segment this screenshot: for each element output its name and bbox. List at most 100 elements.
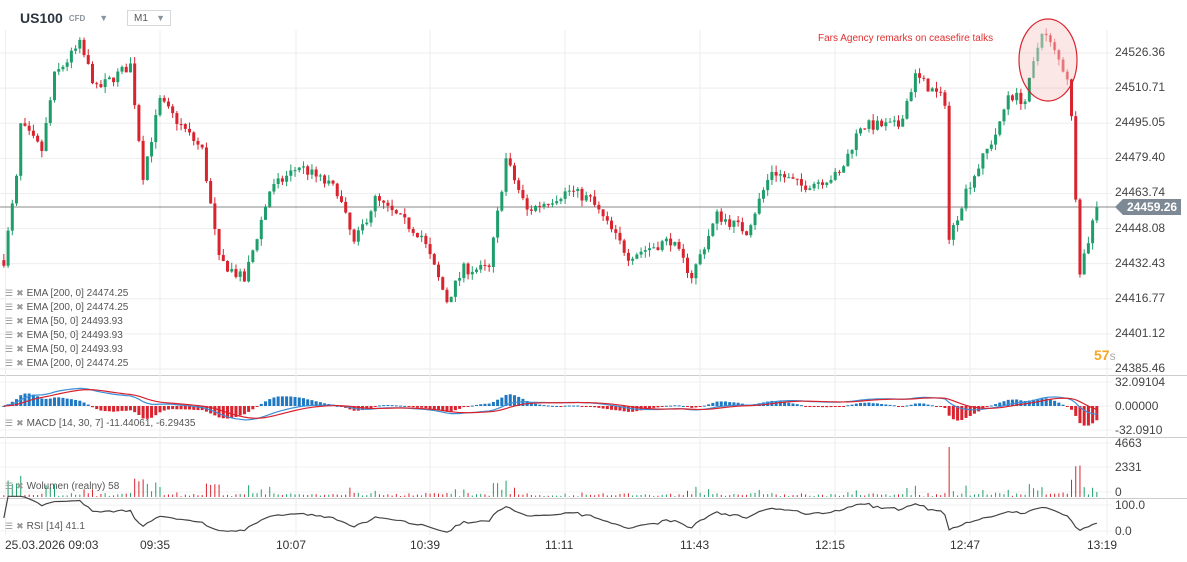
close-icon[interactable]: ✖ — [16, 344, 24, 354]
candle-body — [736, 220, 740, 223]
menu-icon[interactable]: ☰ — [5, 302, 14, 312]
candle-body — [1015, 92, 1019, 101]
macd-histogram-bar — [27, 393, 31, 406]
close-icon[interactable]: ✖ — [16, 302, 24, 312]
menu-icon[interactable]: ☰ — [5, 330, 14, 340]
menu-icon[interactable]: ☰ — [5, 288, 14, 298]
indicator-ema[interactable]: ☰ ✖ EMA [200, 0] 24474.25 — [5, 288, 128, 299]
macd-histogram-bar — [534, 403, 538, 406]
time-axis-label: 10:07 — [276, 538, 307, 552]
menu-icon[interactable]: ☰ — [5, 521, 14, 531]
candle-body — [204, 147, 208, 182]
indicator-macd[interactable]: ☰ ✖ MACD [14, 30, 7] -11.44061, -6.29435 — [5, 418, 195, 429]
macd-histogram-bar — [504, 394, 508, 406]
candle-body — [230, 269, 234, 272]
candle-body — [918, 73, 922, 78]
close-icon[interactable]: ✖ — [16, 330, 24, 340]
candle-body — [327, 180, 331, 184]
macd-histogram-bar — [918, 403, 922, 406]
candle-body — [234, 269, 238, 277]
macd-histogram-bar — [939, 406, 943, 407]
macd-histogram-bar — [1091, 406, 1095, 424]
candle-body — [128, 63, 132, 73]
macd-histogram-bar — [69, 399, 73, 406]
macd-histogram-bar — [1057, 402, 1061, 406]
close-icon[interactable]: ✖ — [16, 358, 24, 368]
indicator-rsi[interactable]: ☰ ✖ RSI [14] 41.1 — [5, 521, 85, 532]
macd-histogram-bar — [399, 405, 403, 407]
candle-body — [496, 210, 500, 238]
macd-histogram-bar — [968, 406, 972, 417]
indicator-ema[interactable]: ☰ ✖ EMA [200, 0] 24474.25 — [5, 302, 128, 313]
candle-body — [867, 120, 871, 129]
macd-histogram-bar — [61, 397, 65, 406]
indicator-ema[interactable]: ☰ ✖ EMA [50, 0] 24493.93 — [5, 316, 123, 327]
candle-body — [842, 166, 846, 173]
menu-icon[interactable]: ☰ — [5, 316, 14, 326]
candle-body — [656, 247, 660, 250]
chart-annotation: Fars Agency remarks on ceasefire talks — [818, 33, 994, 44]
candle-body — [951, 225, 955, 240]
indicator-volume[interactable]: ☰ ✖ Wolumen (realny) 58 — [5, 481, 119, 492]
close-icon[interactable]: ✖ — [16, 316, 24, 326]
candle-body — [1086, 243, 1090, 254]
macd-histogram-bar — [217, 406, 221, 418]
close-icon[interactable]: ✖ — [16, 521, 24, 531]
macd-histogram-bar — [909, 404, 913, 406]
candle-body — [1006, 95, 1010, 110]
candle-body — [614, 229, 618, 233]
candle-body — [1002, 109, 1006, 122]
macd-histogram-bar — [280, 396, 284, 406]
menu-icon[interactable]: ☰ — [5, 358, 14, 368]
candle-body — [107, 77, 111, 80]
candle-body — [892, 120, 896, 122]
macd-histogram-bar — [74, 400, 78, 406]
close-icon[interactable]: ✖ — [16, 418, 24, 428]
menu-icon[interactable]: ☰ — [5, 344, 14, 354]
macd-histogram-bar — [964, 406, 968, 418]
macd-histogram-bar — [901, 406, 905, 407]
candle-body — [445, 289, 449, 303]
candle-body — [78, 39, 82, 49]
timeframe-select[interactable]: M1 ▼ — [127, 10, 171, 26]
close-icon[interactable]: ✖ — [16, 288, 24, 298]
macd-histogram-bar — [854, 403, 858, 406]
macd-histogram-bar — [255, 406, 259, 407]
macd-histogram-bar — [103, 406, 107, 412]
macd-histogram-bar — [437, 406, 441, 411]
candle-body — [791, 177, 795, 179]
instrument-type: CFD — [68, 13, 86, 23]
price-axis-label: 24526.36 — [1115, 45, 1166, 59]
menu-icon[interactable]: ☰ — [5, 418, 14, 428]
macd-histogram-bar — [892, 405, 896, 407]
macd-signal-line — [3, 388, 1098, 419]
menu-icon[interactable]: ☰ — [5, 481, 14, 491]
time-axis-label: 10:39 — [410, 538, 441, 552]
macd-histogram-bar — [605, 406, 609, 410]
indicator-ema[interactable]: ☰ ✖ EMA [50, 0] 24493.93 — [5, 344, 123, 355]
candle-body — [116, 71, 120, 83]
macd-histogram-bar — [1070, 406, 1074, 410]
candle-body — [563, 191, 567, 199]
macd-histogram-bar — [690, 406, 694, 408]
candle-body — [137, 105, 141, 141]
macd-histogram-bar — [559, 406, 563, 407]
macd-histogram-bar — [1065, 406, 1069, 407]
macd-histogram-bar — [677, 405, 681, 407]
symbol-selector[interactable]: US100 CFD ▼ — [20, 10, 108, 26]
macd-histogram-bar — [985, 406, 989, 408]
indicator-ema[interactable]: ☰ ✖ EMA [200, 0] 24474.25 — [5, 358, 128, 369]
indicator-ema[interactable]: ☰ ✖ EMA [50, 0] 24493.93 — [5, 330, 123, 341]
macd-histogram-bar — [297, 397, 301, 406]
macd-histogram-bar — [597, 406, 601, 408]
close-icon[interactable]: ✖ — [16, 481, 24, 491]
macd-line — [3, 387, 1097, 421]
candle-body — [188, 128, 192, 133]
candle-body — [399, 213, 403, 215]
candle-body — [580, 188, 584, 201]
candle-body — [48, 100, 52, 124]
rsi-axis-label: 100.0 — [1115, 498, 1146, 512]
candle-body — [622, 240, 626, 253]
macd-histogram-bar — [572, 405, 576, 407]
